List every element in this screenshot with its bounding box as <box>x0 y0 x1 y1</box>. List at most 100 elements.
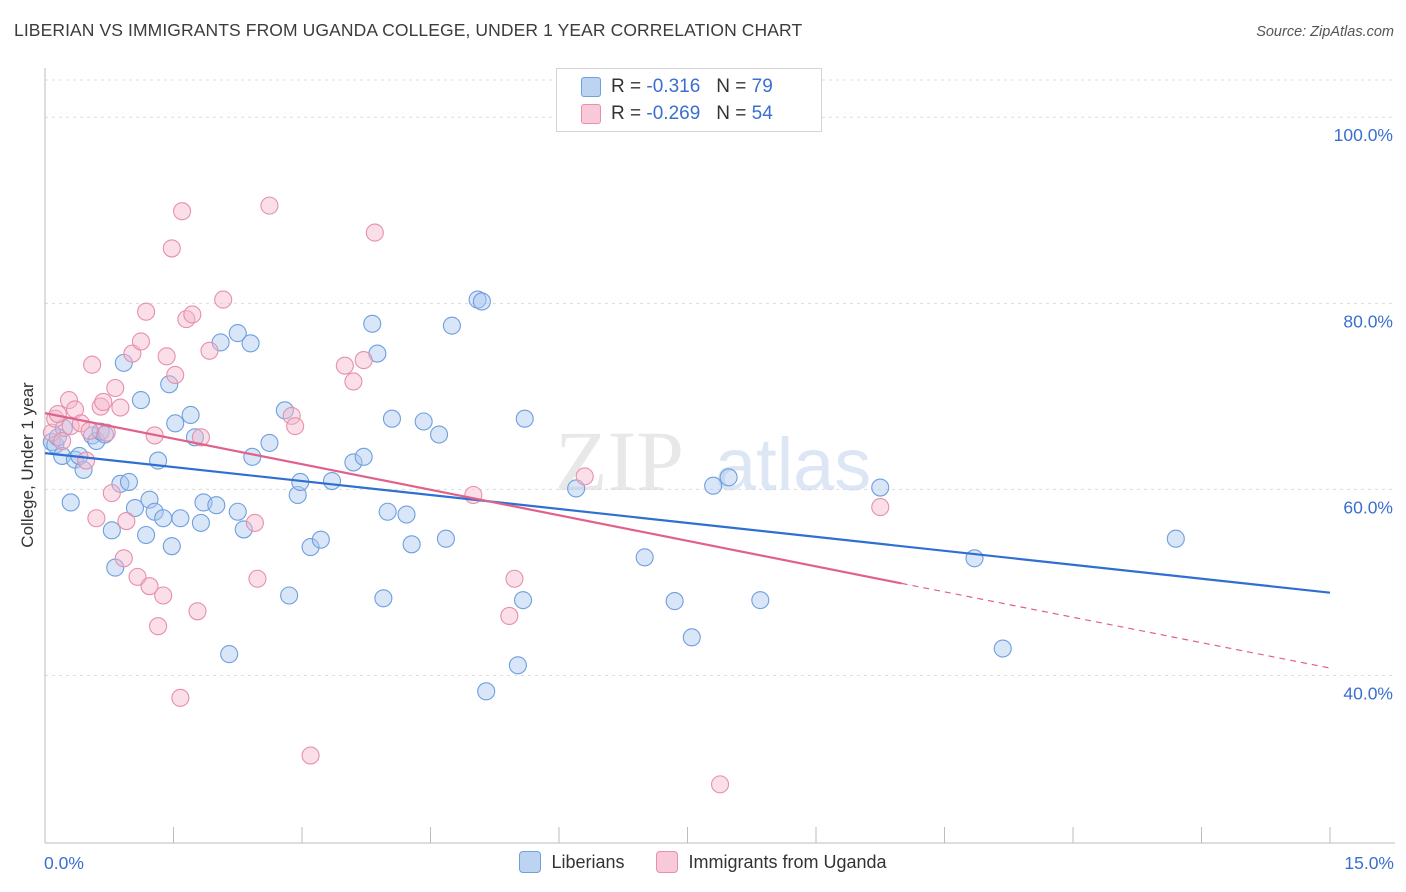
data-point <box>94 392 113 411</box>
data-point <box>91 397 110 416</box>
data-point <box>311 530 330 549</box>
data-point <box>442 316 461 335</box>
data-point <box>751 591 770 610</box>
r-value: -0.269 <box>646 103 701 124</box>
data-point <box>374 589 393 608</box>
data-point <box>154 586 173 605</box>
data-point <box>140 577 159 596</box>
data-point <box>635 548 654 567</box>
y-tick-label: 100.0% <box>1334 125 1393 145</box>
data-point <box>500 606 519 626</box>
stats-row-uganda: R = -0.269 N = 54 <box>581 102 773 126</box>
data-point <box>87 509 106 528</box>
data-point <box>137 525 156 545</box>
data-point <box>97 423 116 442</box>
data-point <box>166 414 185 433</box>
data-point <box>704 476 723 495</box>
data-point <box>414 412 433 431</box>
data-point <box>871 498 890 517</box>
data-point <box>280 586 299 605</box>
data-point <box>248 569 267 588</box>
chart-title: LIBERIAN VS IMMIGRANTS FROM UGANDA COLLE… <box>14 20 803 40</box>
gridlines <box>45 79 1395 677</box>
data-point <box>131 391 150 410</box>
data-point <box>181 405 200 425</box>
data-point <box>59 391 79 410</box>
watermark-zip: ZIP <box>555 413 684 509</box>
data-point <box>241 334 260 353</box>
data-point <box>245 513 264 532</box>
legend-item-liberians[interactable]: Liberians <box>519 851 624 873</box>
data-point <box>228 502 247 521</box>
data-point <box>102 484 121 503</box>
data-point <box>234 520 253 539</box>
data-point <box>157 347 176 366</box>
legend-swatch-blue <box>519 851 542 873</box>
data-point <box>382 409 402 428</box>
data-point <box>365 223 384 242</box>
data-point <box>111 398 130 417</box>
data-point <box>162 239 181 258</box>
data-point <box>191 428 210 447</box>
data-point <box>177 310 196 329</box>
data-point <box>119 472 139 492</box>
data-point <box>106 378 125 398</box>
series-uganda <box>42 196 890 794</box>
data-point <box>354 351 373 370</box>
trend-lines <box>44 412 1331 669</box>
data-point <box>965 549 984 568</box>
data-point <box>1166 529 1185 548</box>
stats-legend: R = -0.316 N = 79 R = -0.269 N = 54 <box>556 68 822 132</box>
y-tick-labels: 100.0% 80.0% 60.0% 40.0% <box>1334 125 1393 703</box>
data-point <box>719 468 738 487</box>
watermark-atlas: atlas <box>715 423 871 506</box>
axes <box>44 68 1395 844</box>
data-point <box>171 509 190 528</box>
data-point <box>114 549 133 568</box>
data-point <box>61 493 80 512</box>
data-point <box>286 417 305 436</box>
data-point <box>117 512 136 531</box>
data-point <box>260 196 279 215</box>
trend-line-uganda-extension <box>901 582 1331 669</box>
data-point <box>322 471 342 491</box>
data-point <box>505 569 524 588</box>
data-point <box>171 688 190 707</box>
data-point <box>436 529 455 548</box>
data-point <box>137 302 156 321</box>
swatch-blue <box>581 77 601 97</box>
n-value: 79 <box>751 76 773 97</box>
data-point <box>335 356 354 375</box>
n-value: 54 <box>751 103 773 124</box>
x-tick-min: 0.0% <box>44 853 84 873</box>
data-point <box>711 775 730 794</box>
trend-line-uganda <box>44 412 902 585</box>
data-point <box>513 591 533 610</box>
data-point <box>214 290 233 309</box>
data-point <box>128 567 147 586</box>
r-label: R = <box>611 76 642 97</box>
legend-item-uganda[interactable]: Immigrants from Uganda <box>656 851 887 873</box>
data-point <box>140 490 159 509</box>
data-point <box>42 432 61 452</box>
data-point <box>207 496 226 515</box>
data-point <box>515 409 534 428</box>
data-point <box>173 202 192 221</box>
r-value: -0.316 <box>646 76 701 97</box>
r-label: R = <box>611 103 642 124</box>
data-point <box>102 521 121 540</box>
data-point <box>363 314 382 333</box>
data-point <box>871 478 890 497</box>
series-legend: Liberians Immigrants from Uganda <box>0 851 1406 873</box>
legend-label: Liberians <box>551 851 625 872</box>
data-point <box>200 341 219 360</box>
data-point <box>344 453 363 472</box>
data-point <box>162 537 181 556</box>
data-point <box>402 535 421 554</box>
data-point <box>378 502 397 521</box>
data-point <box>131 332 150 351</box>
data-point <box>154 509 173 528</box>
x-tick-max: 15.0% <box>1344 853 1394 873</box>
data-point <box>301 538 320 557</box>
data-point <box>53 431 72 451</box>
